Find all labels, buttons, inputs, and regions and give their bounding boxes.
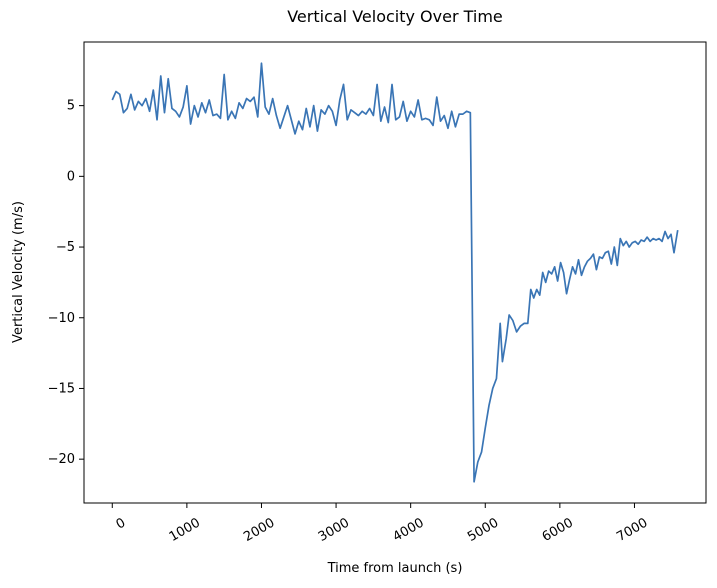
data-line (111, 62, 679, 483)
chart-title: Vertical Velocity Over Time (287, 7, 503, 26)
y-tick-label: −5 (56, 240, 75, 255)
x-tick-label: 3000 (316, 515, 352, 545)
x-tick-label: 5000 (465, 515, 501, 545)
y-tick-label: −20 (48, 452, 75, 467)
y-axis-label: Vertical Velocity (m/s) (11, 201, 26, 343)
x-tick-label: 6000 (540, 515, 576, 545)
x-tick-label: 4000 (391, 515, 427, 545)
y-tick-label: 0 (67, 169, 75, 184)
plot-frame (83, 41, 707, 504)
y-tick-label: −15 (48, 381, 75, 396)
x-tick-label: 7000 (614, 515, 650, 545)
x-tick-label: 0 (114, 515, 129, 532)
x-axis-label: Time from launch (s) (327, 561, 463, 576)
x-tick-label: 1000 (167, 515, 203, 545)
x-tick-label: 2000 (241, 515, 277, 545)
y-tick-label: −10 (48, 311, 75, 326)
y-tick-label: 5 (67, 99, 75, 114)
